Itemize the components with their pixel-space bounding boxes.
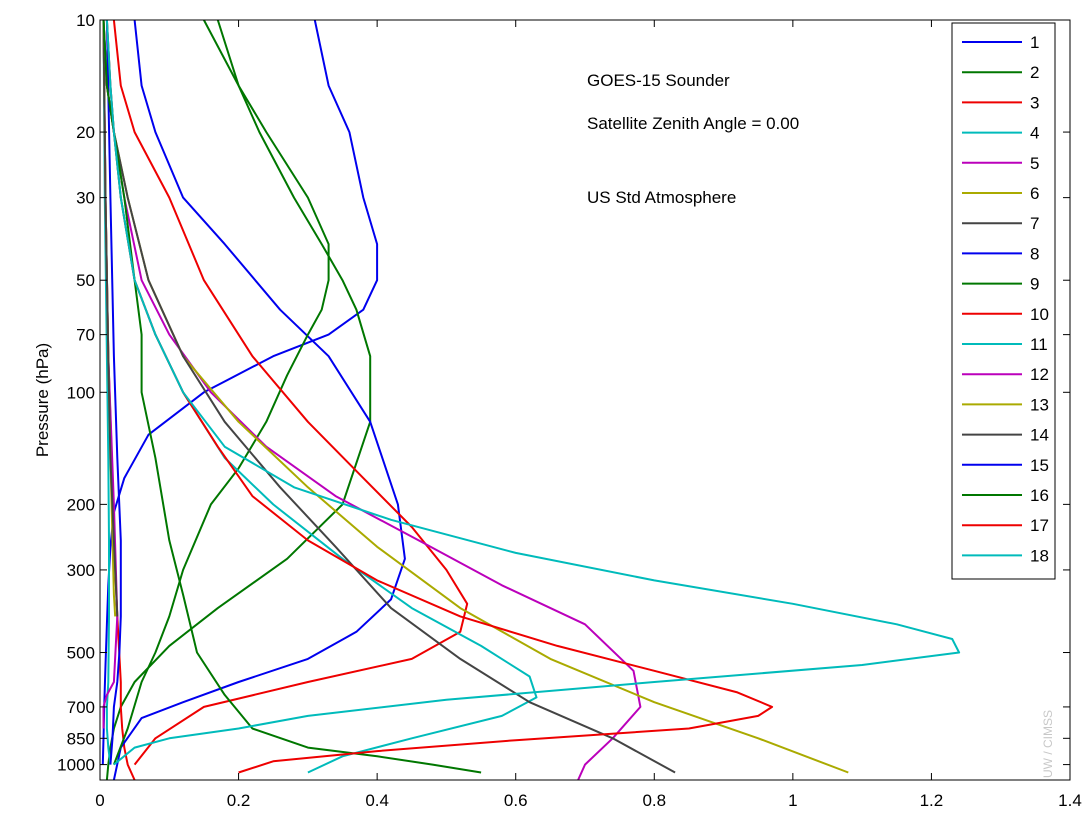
series-line-9 [112,20,330,765]
legend-label-13: 13 [1030,395,1049,414]
watermark: UW / CIMSS [1041,710,1055,778]
legend-label-18: 18 [1030,546,1049,565]
legend-label-16: 16 [1030,486,1049,505]
y-tick-label: 850 [67,729,95,748]
annotation-instrument: GOES-15 Sounder [587,71,730,90]
x-tick-label: 0.4 [365,791,389,810]
y-tick-label: 1000 [57,756,95,775]
y-tick-label: 500 [67,644,95,663]
series-line-7 [102,20,119,617]
legend-label-15: 15 [1030,456,1049,475]
y-tick-label: 700 [67,698,95,717]
legend-label-10: 10 [1030,305,1049,324]
legend-label-4: 4 [1030,124,1039,143]
series-line-10 [112,20,469,766]
series-line-4 [102,20,112,765]
legend-label-8: 8 [1030,244,1039,263]
legend-label-17: 17 [1030,516,1049,535]
x-tick-label: 0.2 [227,791,251,810]
legend-label-11: 11 [1030,335,1048,354]
x-tick-label: 0.6 [504,791,528,810]
series-line-18 [105,20,961,766]
legend-box [951,22,1056,580]
series-line-16 [102,20,482,774]
series-line-2 [105,20,372,780]
legend-label-3: 3 [1030,93,1039,112]
y-tick-label: 30 [76,189,95,208]
y-axis-label: Pressure (hPa) [33,343,52,457]
legend-label-6: 6 [1030,184,1039,203]
series-line-11 [105,20,538,774]
legend-label-12: 12 [1030,365,1049,384]
legend-label-1: 1 [1030,33,1039,52]
x-tick-label: 1.2 [920,791,944,810]
y-tick-label: 300 [67,561,95,580]
y-tick-label: 200 [67,495,95,514]
legend-label-7: 7 [1030,214,1039,233]
series-layer [101,20,961,780]
annotation-atmosphere: US Std Atmosphere [587,188,736,207]
x-tick-label: 1 [788,791,797,810]
legend-label-9: 9 [1030,275,1039,294]
series-line-15 [105,20,122,765]
y-tick-label: 50 [76,271,95,290]
y-tick-label: 20 [76,123,95,142]
y-tick-label: 100 [67,383,95,402]
series-line-12 [102,20,642,780]
series-line-1 [101,20,379,765]
legend-label-2: 2 [1030,63,1039,82]
x-tick-label: 0.8 [642,791,666,810]
y-axis: 10 20 30 50 70 100 200 300 500 700 850 1000 [57,11,1070,775]
annotation-zenith-angle: Satellite Zenith Angle = 0.00 [587,114,799,133]
x-tick-label: 0 [95,791,104,810]
x-axis: 0 0.2 0.4 0.6 0.8 1 1.2 1.4 [95,20,1082,810]
y-tick-label: 70 [76,326,95,345]
y-tick-label: 10 [76,11,95,30]
legend-label-14: 14 [1030,426,1049,445]
x-tick-label: 1.4 [1058,791,1082,810]
plot-frame [99,19,1071,781]
legend-label-5: 5 [1030,154,1039,173]
